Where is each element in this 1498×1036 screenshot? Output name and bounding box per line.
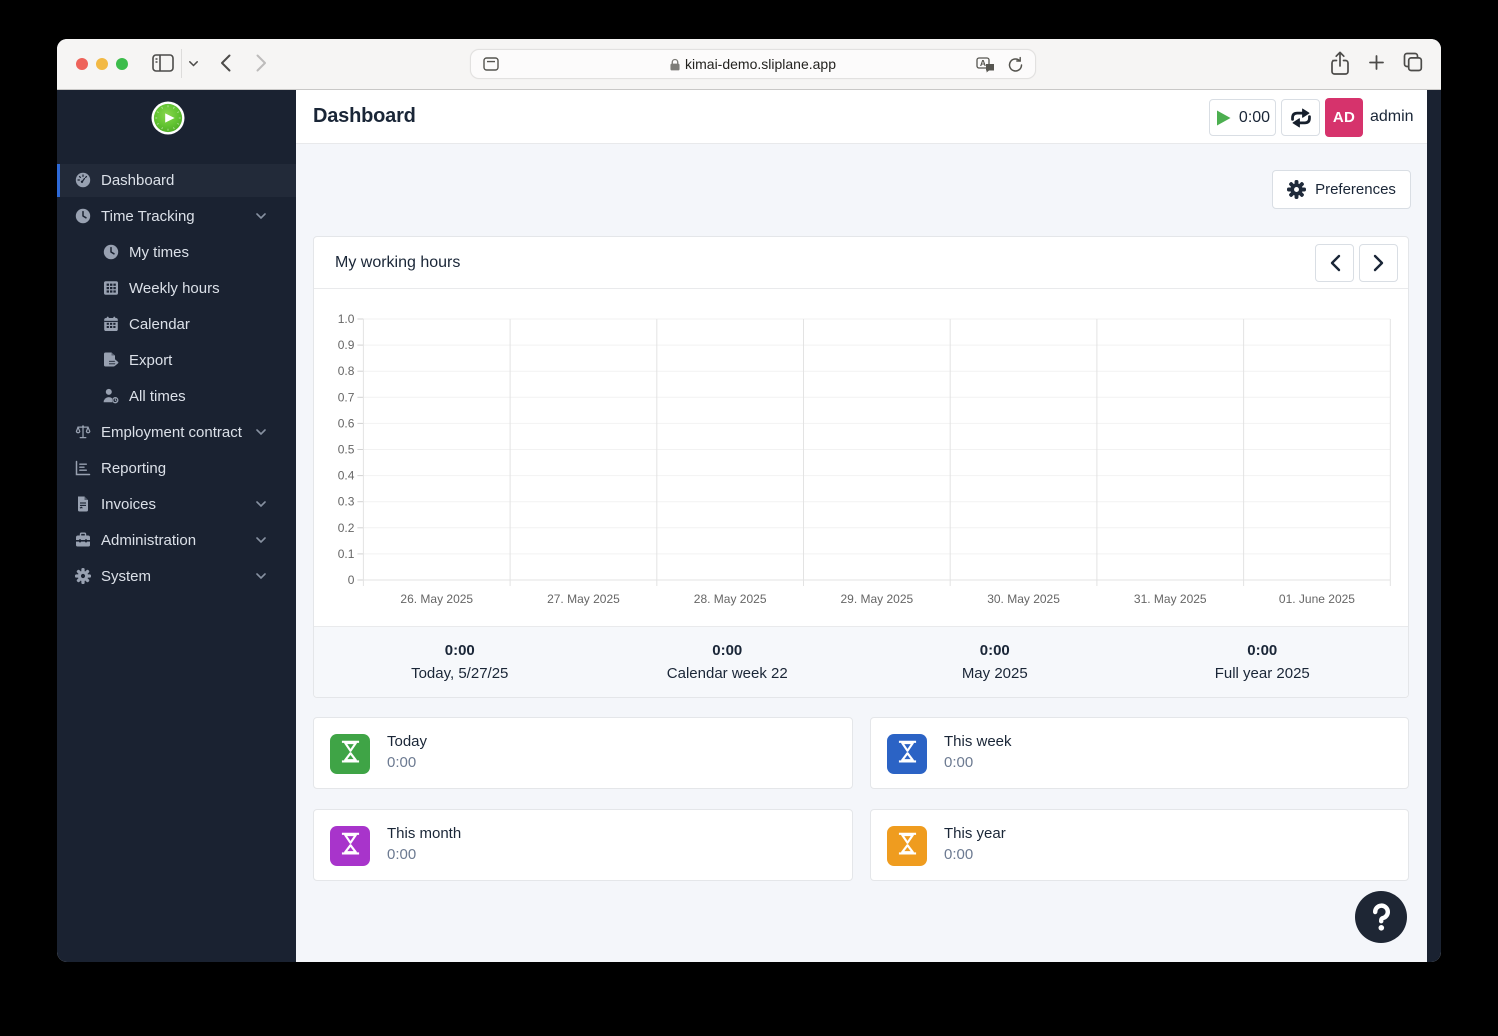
- svg-text:0.9: 0.9: [338, 338, 355, 352]
- svg-text:29. May 2025: 29. May 2025: [840, 592, 913, 606]
- svg-text:0.1: 0.1: [338, 547, 355, 561]
- svg-text:0.6: 0.6: [338, 416, 355, 430]
- svg-text:0.2: 0.2: [338, 521, 355, 535]
- svg-text:0.7: 0.7: [338, 390, 355, 404]
- svg-text:27. May 2025: 27. May 2025: [547, 592, 620, 606]
- svg-text:28. May 2025: 28. May 2025: [694, 592, 767, 606]
- svg-text:0.4: 0.4: [338, 469, 355, 483]
- svg-text:01. June 2025: 01. June 2025: [1279, 592, 1355, 606]
- svg-text:26. May 2025: 26. May 2025: [400, 592, 473, 606]
- svg-text:A: A: [980, 58, 986, 68]
- svg-text:0: 0: [348, 573, 355, 587]
- svg-text:30. May 2025: 30. May 2025: [987, 592, 1060, 606]
- svg-text:0.3: 0.3: [338, 495, 355, 509]
- svg-text:0.5: 0.5: [338, 443, 355, 457]
- svg-text:0.8: 0.8: [338, 364, 355, 378]
- svg-text:1.0: 1.0: [338, 312, 355, 326]
- svg-text:31. May 2025: 31. May 2025: [1134, 592, 1207, 606]
